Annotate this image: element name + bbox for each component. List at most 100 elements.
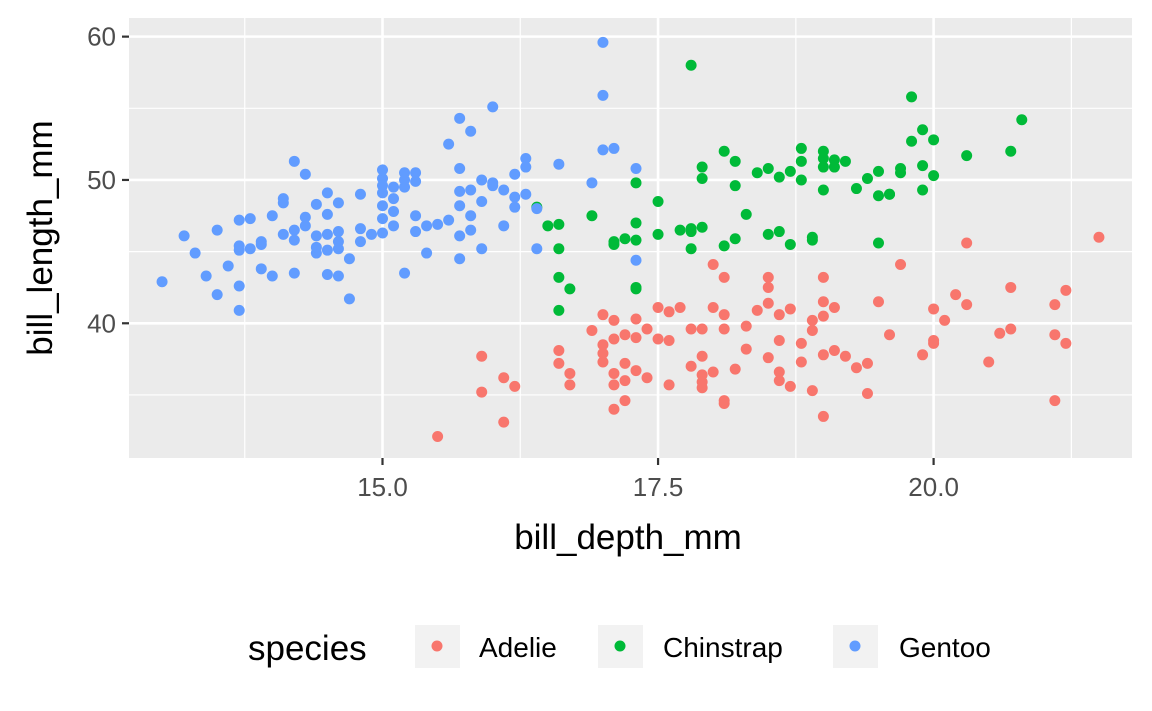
data-point-chinstrap [861, 173, 873, 185]
legend-title: species [248, 629, 367, 668]
data-point-adelie [597, 347, 609, 359]
data-point-gentoo [255, 236, 267, 248]
data-point-gentoo [465, 224, 477, 236]
data-point-chinstrap [652, 228, 664, 240]
data-point-chinstrap [817, 161, 829, 173]
data-point-chinstrap [917, 160, 929, 172]
data-point-adelie [806, 314, 818, 326]
legend-item-chinstrap: Chinstrap [598, 625, 783, 668]
data-point-gentoo [410, 175, 422, 187]
data-point-adelie [740, 320, 752, 332]
data-point-gentoo [443, 214, 455, 226]
data-point-adelie [1005, 323, 1017, 335]
data-point-gentoo [332, 197, 344, 209]
data-point-adelie [762, 271, 774, 283]
data-point-gentoo [410, 226, 422, 238]
data-point-adelie [597, 339, 609, 351]
data-point-gentoo [332, 236, 344, 248]
data-point-adelie [564, 379, 576, 391]
data-point-chinstrap [817, 145, 829, 157]
data-point-chinstrap [729, 233, 741, 245]
data-point-gentoo [586, 177, 598, 189]
data-point-adelie [784, 303, 796, 315]
data-point-gentoo [321, 187, 333, 199]
data-point-chinstrap [564, 283, 576, 295]
data-point-chinstrap [696, 173, 708, 185]
major-grid [129, 18, 1132, 458]
data-point-gentoo [553, 158, 565, 170]
data-point-gentoo [520, 152, 532, 164]
data-point-adelie [641, 323, 653, 335]
data-point-adelie [1060, 337, 1072, 349]
data-point-adelie [707, 366, 719, 378]
data-point-adelie [762, 297, 774, 309]
data-point-adelie [773, 366, 785, 378]
data-point-adelie [630, 313, 642, 325]
data-point-gentoo [266, 210, 278, 222]
data-point-adelie [1049, 395, 1061, 407]
data-point-chinstrap [762, 228, 774, 240]
data-point-chinstrap [553, 243, 565, 255]
data-point-gentoo [454, 230, 466, 242]
data-point-gentoo [299, 220, 311, 232]
data-point-adelie [917, 349, 929, 361]
data-point-adelie [928, 303, 940, 315]
data-point-chinstrap [917, 124, 929, 136]
data-point-adelie [817, 310, 829, 322]
data-point-gentoo [233, 304, 245, 316]
data-point-adelie [1005, 281, 1017, 293]
data-point-gentoo [332, 270, 344, 282]
data-point-chinstrap [872, 190, 884, 202]
data-point-gentoo [410, 210, 422, 222]
data-point-chinstrap [630, 234, 642, 246]
data-point-adelie [498, 416, 510, 428]
data-point-adelie [1093, 231, 1105, 243]
data-point-adelie [707, 302, 719, 314]
data-point-gentoo [354, 223, 366, 235]
data-point-gentoo [520, 161, 532, 173]
data-point-gentoo [388, 181, 400, 193]
data-point-adelie [950, 289, 962, 301]
data-point-chinstrap [718, 145, 730, 157]
data-point-chinstrap [740, 208, 752, 220]
y-axis-title: bill_length_mm [21, 120, 60, 355]
data-point-adelie [718, 309, 730, 321]
data-point-chinstrap [630, 217, 642, 229]
data-point-chinstrap [839, 155, 851, 167]
data-point-chinstrap [751, 167, 763, 179]
data-point-chinstrap [795, 155, 807, 167]
data-point-chinstrap [553, 304, 565, 316]
data-point-adelie [784, 380, 796, 392]
x-axis-title: bill_depth_mm [514, 518, 742, 557]
data-point-chinstrap [762, 162, 774, 174]
data-point-adelie [619, 395, 631, 407]
data-point-gentoo [531, 243, 543, 255]
data-point-gentoo [244, 213, 256, 225]
data-point-adelie [1049, 299, 1061, 311]
data-point-gentoo [288, 234, 300, 246]
data-point-adelie [983, 356, 995, 368]
data-point-adelie [895, 259, 907, 271]
data-point-chinstrap [685, 59, 697, 71]
data-point-gentoo [365, 228, 377, 240]
data-point-adelie [509, 380, 521, 392]
data-point-gentoo [200, 270, 212, 282]
data-point-adelie [432, 431, 444, 443]
data-point-adelie [817, 410, 829, 422]
data-point-gentoo [299, 168, 311, 180]
data-point-gentoo [377, 200, 389, 212]
data-point-gentoo [377, 173, 389, 185]
data-point-adelie [553, 357, 565, 369]
y-tick-label: 60 [87, 22, 116, 52]
data-point-adelie [762, 352, 774, 364]
data-point-gentoo [454, 185, 466, 197]
data-point-gentoo [443, 138, 455, 150]
data-point-gentoo [288, 155, 300, 167]
data-point-adelie [707, 259, 719, 271]
data-point-chinstrap [729, 180, 741, 192]
data-point-gentoo [222, 260, 234, 272]
data-point-gentoo [211, 224, 223, 236]
data-point-chinstrap [806, 231, 818, 243]
data-point-adelie [1049, 329, 1061, 341]
data-point-adelie [696, 323, 708, 335]
